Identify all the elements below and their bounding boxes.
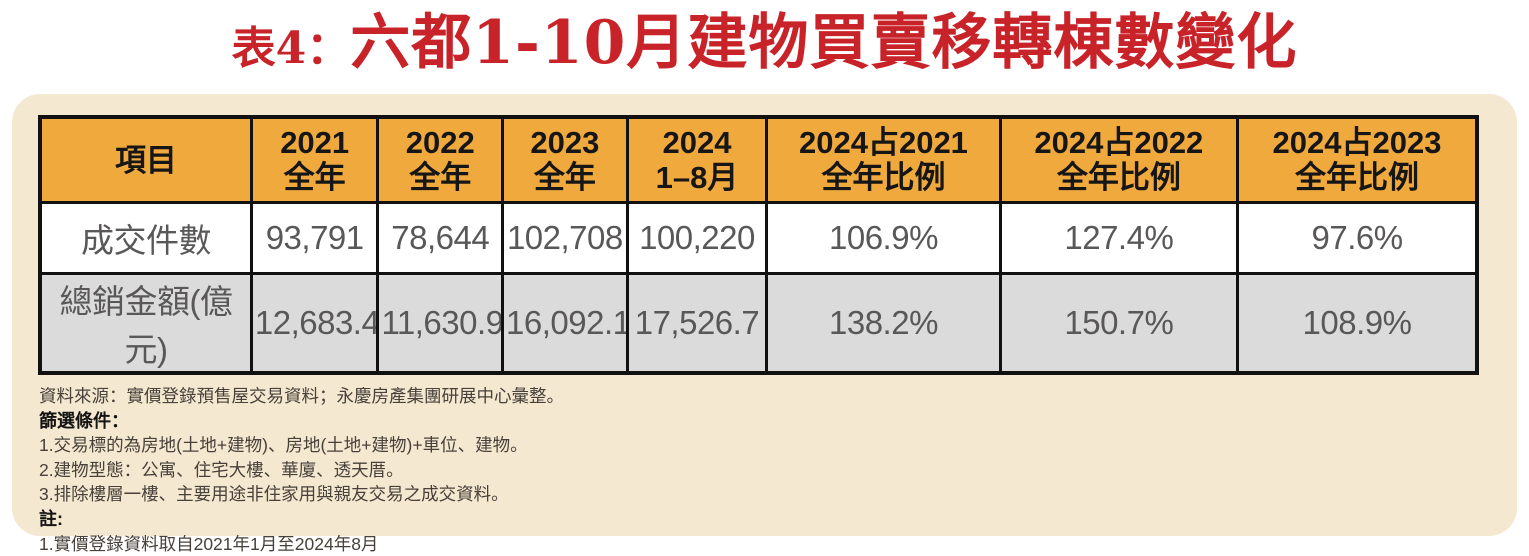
note-filter-item: 1.交易標的為房地(土地+建物)、房地(土地+建物)+車位、建物。	[39, 435, 528, 456]
header-2021-line2: 全年	[283, 160, 346, 195]
header-ratio-2021-line2: 全年比例	[821, 160, 946, 195]
header-2024-line2: 1–8月	[655, 160, 739, 195]
header-2021: 2021 全年	[249, 115, 380, 204]
data-table: 項目 2021 全年 2022 全年 2023 全年 2024 1–8月 2024占20…	[38, 115, 1479, 375]
cell-value: 127.4%	[998, 201, 1240, 275]
header-ratio-2022-line2: 全年比例	[1056, 160, 1181, 195]
cell-value: 106.9%	[765, 201, 1002, 275]
header-ratio-2023: 2024占2023 全年比例	[1236, 115, 1479, 204]
header-row: 項目 2021 全年 2022 全年 2023 全年 2024 1–8月 2024占20…	[38, 115, 1479, 204]
cell-value: 12,683.4	[249, 272, 380, 375]
content-card: 項目 2021 全年 2022 全年 2023 全年 2024 1–8月 2024占20…	[12, 94, 1517, 554]
page-title: 表4：六都1-10月建物買賣移轉棟數變化	[0, 0, 1529, 94]
cell-value: 78,644	[376, 201, 505, 275]
cell-value: 108.9%	[1236, 272, 1479, 375]
table-row-deals: 成交件數 93,791 78,644 102,708 100,220 106.9…	[38, 201, 1479, 275]
header-2022-line1: 2022	[405, 125, 475, 160]
header-2021-line1: 2021	[280, 125, 350, 160]
footnotes: 資料來源：實價登錄預售屋交易資料；永慶房產集團研展中心彙整。 篩選條件： 1.交…	[39, 384, 1497, 556]
note-source: 資料來源：實價登錄預售屋交易資料；永慶房產集團研展中心彙整。	[39, 386, 564, 406]
note-filter-item: 2.建物型態：公寓、住宅大樓、華廈、透天厝。	[39, 459, 404, 480]
header-ratio-2021-line1: 2024占2021	[799, 125, 968, 160]
header-ratio-2022-line1: 2024占2022	[1034, 125, 1204, 160]
row-label: 成交件數	[38, 201, 253, 275]
header-2022-line2: 全年	[409, 160, 472, 195]
cell-value: 16,092.1	[501, 272, 629, 375]
header-2022: 2022 全年	[376, 115, 505, 204]
cell-value: 100,220	[625, 201, 769, 275]
cell-value: 11,630.9	[376, 272, 505, 375]
cell-value: 17,526.7	[625, 272, 769, 375]
header-ratio-2021: 2024占2021 全年比例	[765, 115, 1002, 204]
header-item: 項目	[38, 115, 253, 204]
header-2023-line2: 全年	[533, 160, 596, 195]
cell-value: 97.6%	[1236, 201, 1479, 275]
header-2024-line1: 2024	[662, 125, 732, 160]
header-2023: 2023 全年	[501, 115, 629, 204]
cell-value: 138.2%	[765, 272, 1002, 375]
header-ratio-2023-line1: 2024占2023	[1272, 125, 1442, 160]
header-ratio-2022: 2024占2022 全年比例	[998, 115, 1240, 204]
header-2023-line1: 2023	[530, 125, 600, 160]
cell-value: 93,791	[249, 201, 380, 275]
table-row-amount: 總銷金額(億元) 12,683.4 11,630.9 16,092.1 17,5…	[38, 272, 1479, 375]
note-filter-item: 3.排除樓層一樓、主要用途非住家用與親友交易之成交資料。	[39, 484, 509, 505]
cell-value: 150.7%	[998, 272, 1240, 375]
header-2024: 2024 1–8月	[625, 115, 769, 204]
title-main: 六都1-10月建物買賣移轉棟數變化	[350, 8, 1298, 78]
note-filter-title: 篩選條件：	[39, 410, 129, 431]
header-item-label: 項目	[114, 142, 177, 178]
cell-value: 102,708	[501, 201, 629, 275]
title-prefix: 表4：	[231, 23, 351, 74]
note-remark-item: 1.實價登錄資料取自2021年1月至2024年8月	[39, 533, 379, 554]
note-remark-title: 註:	[39, 508, 63, 529]
row-label: 總銷金額(億元)	[38, 272, 253, 375]
header-ratio-2023-line2: 全年比例	[1295, 160, 1420, 195]
